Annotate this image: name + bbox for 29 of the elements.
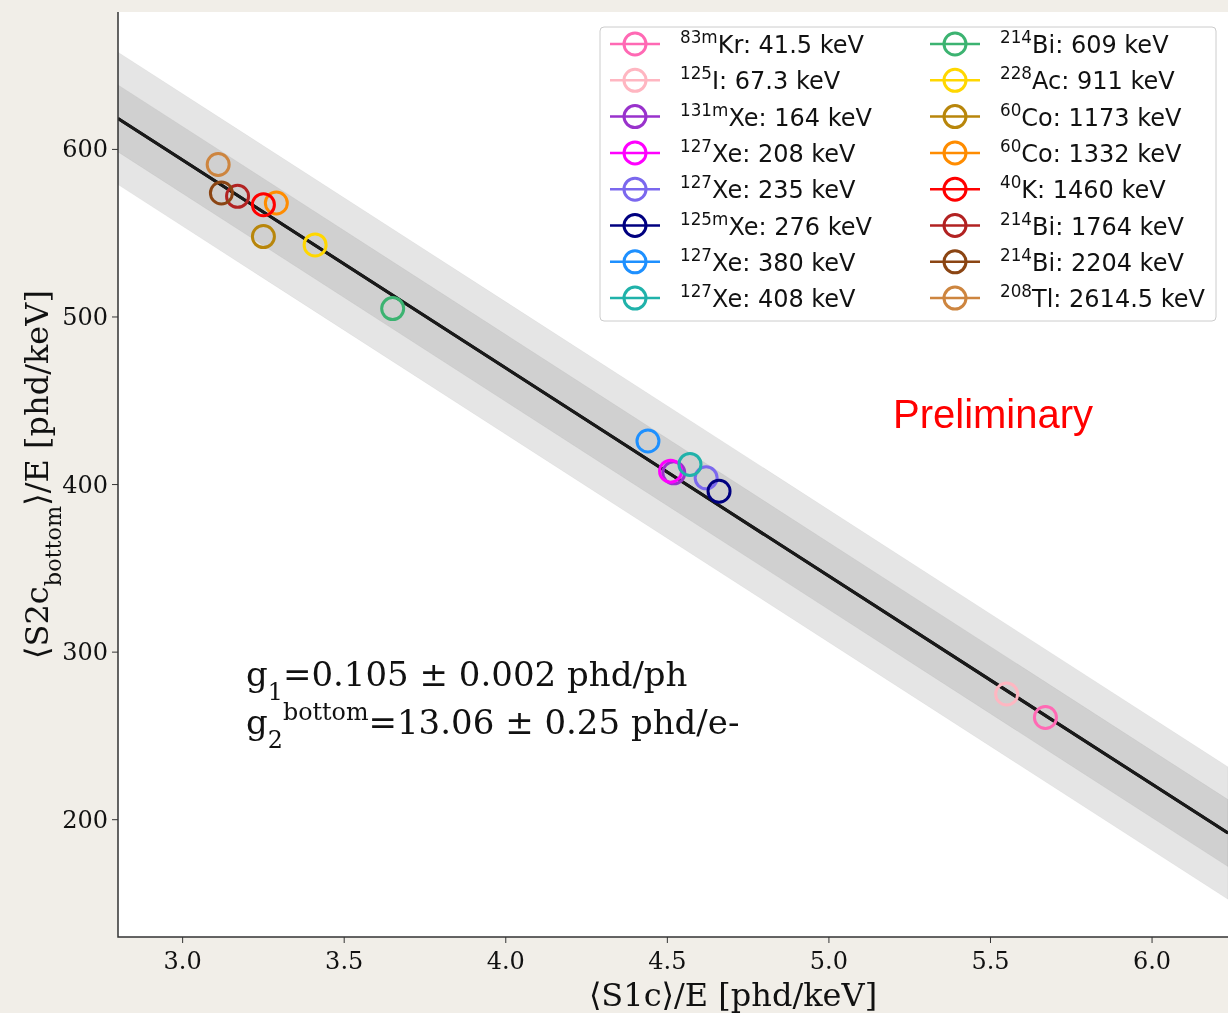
legend-label: $^{127}$Xe: 235 keV [680,172,857,205]
legend-label: $^{125}$I: 67.3 keV [680,63,841,96]
x-tick-label: 4.5 [648,947,687,975]
x-tick-label: 3.0 [163,947,202,975]
y-tick-label: 600 [62,135,108,164]
x-tick-label: 5.5 [971,947,1010,975]
x-tick-label: 3.5 [325,947,364,975]
legend-label: $^{60}$Co: 1332 keV [1000,135,1183,168]
legend-label: $^{83m}$Kr: 41.5 keV [680,27,865,59]
x-tick-label: 5.0 [809,947,848,975]
legend-label: $^{60}$Co: 1173 keV [1000,99,1183,132]
legend-label: $^{127}$Xe: 208 keV [680,135,857,168]
y-tick-label: 200 [62,805,108,834]
legend-label: $^{214}$Bi: 609 keV [1000,27,1170,59]
annotation: Preliminary [893,392,1094,436]
legend-label: $^{127}$Xe: 408 keV [680,281,857,314]
legend-label: $^{214}$Bi: 1764 keV [1000,208,1185,241]
x-tick-label: 6.0 [1132,947,1172,975]
y-tick-label: 300 [62,638,108,667]
legend-label: $^{228}$Ac: 911 keV [1000,63,1176,96]
x-tick-label: 4.0 [486,947,525,975]
legend-label: $^{208}$Tl: 2614.5 keV [1000,281,1206,314]
legend-label: $^{214}$Bi: 2204 keV [1000,244,1185,277]
legend-label: $^{127}$Xe: 380 keV [680,244,857,277]
y-tick-label: 500 [62,302,108,331]
legend-label: $^{131m}$Xe: 164 keV [680,99,873,132]
legend-label: $^{40}$K: 1460 keV [1000,172,1167,205]
x-axis-title: ⟨S1c⟩/E [phd/keV] [588,976,878,1013]
legend-label: $^{125m}$Xe: 276 keV [680,208,873,241]
